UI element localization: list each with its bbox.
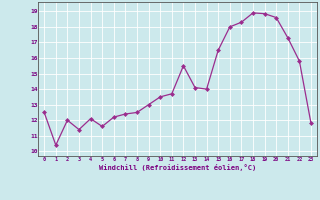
X-axis label: Windchill (Refroidissement éolien,°C): Windchill (Refroidissement éolien,°C) xyxy=(99,164,256,171)
